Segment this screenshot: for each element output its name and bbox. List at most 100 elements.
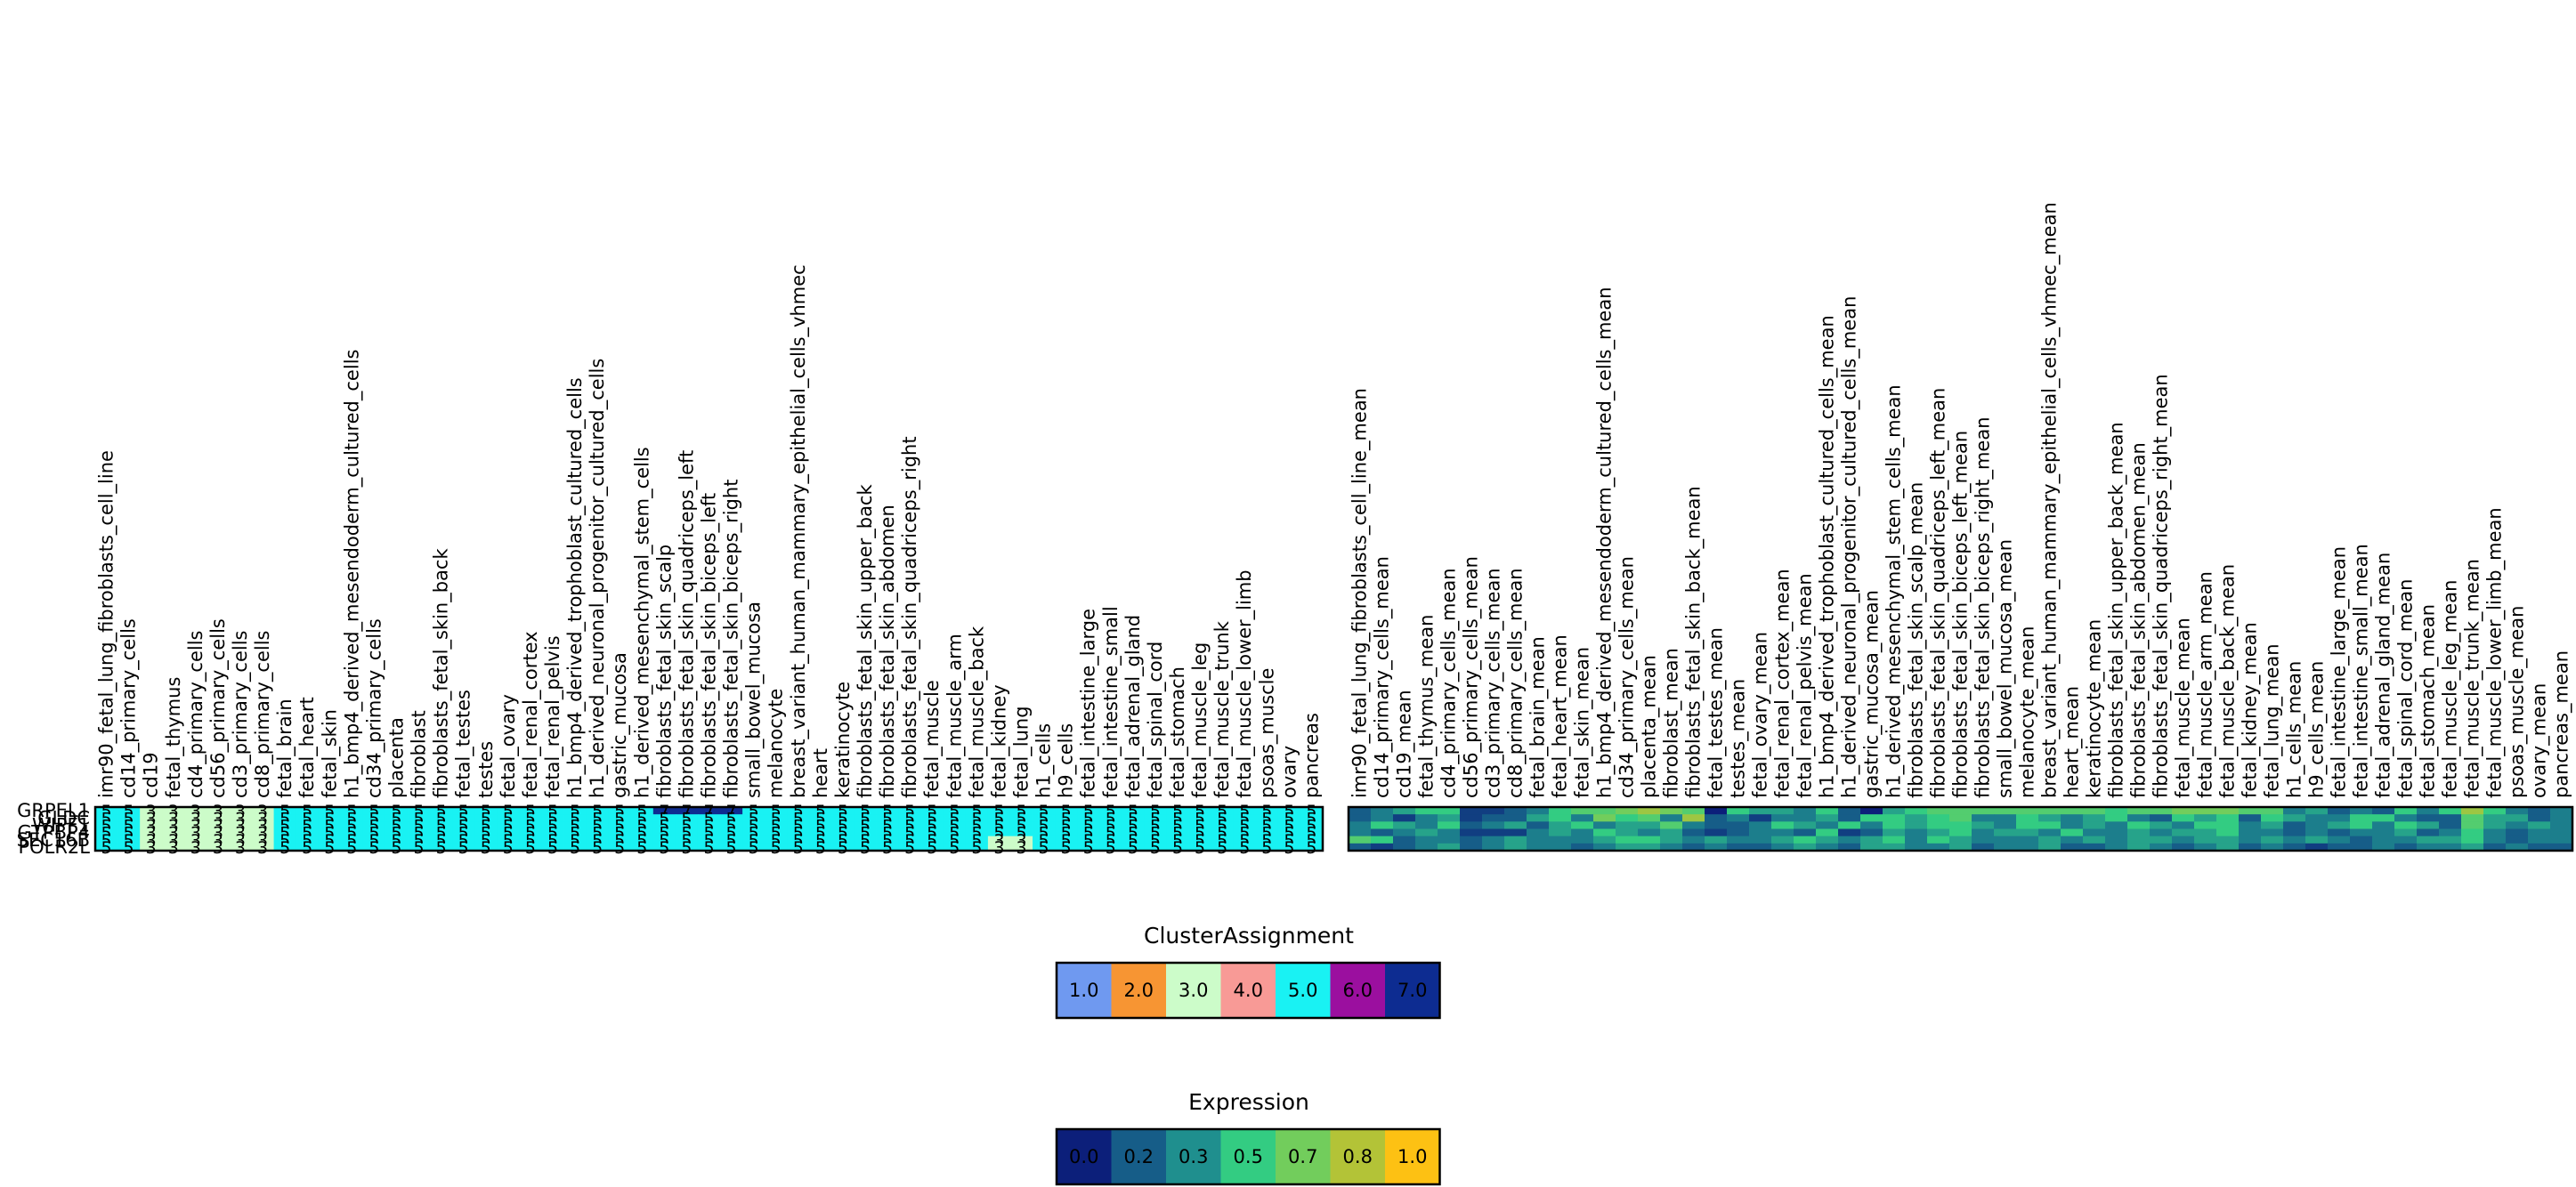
cell-value: 3 (168, 838, 179, 858)
column-label: fetal_ovary_mean (1750, 632, 1772, 798)
heatmap-cell (675, 807, 699, 815)
column-label: cd34_primary_cells_mean (1616, 556, 1639, 798)
cell-value: 5 (346, 838, 357, 858)
heatmap-cell (2328, 821, 2351, 829)
cell-value: 5 (570, 838, 580, 858)
column-label: breast_variant_human_mammary_epithelial_… (788, 264, 810, 798)
heatmap-cell (2483, 836, 2507, 844)
heatmap-cell (2305, 807, 2329, 815)
heatmap-cell (430, 843, 453, 852)
cell-value: 5 (1261, 838, 1272, 858)
cell-value: 5 (838, 838, 848, 858)
heatmap-cell (1482, 821, 1505, 829)
heatmap-cell (742, 821, 766, 829)
heatmap-cell (2239, 836, 2262, 844)
column-label: fetal_intestine_large (1078, 609, 1100, 798)
column-label: h1_bmp4_derived_mesendoderm_cultured_cel… (1594, 287, 1616, 798)
heatmap-cell (2417, 836, 2440, 844)
column-label: cd34_primary_cells (363, 618, 385, 798)
column-label: psoas_muscle_mean (2507, 606, 2529, 799)
heatmap-cell (1144, 807, 1167, 815)
column-label: small_bowel_mucosa (743, 602, 766, 798)
heatmap-cell (408, 807, 431, 815)
column-label: fibroblasts_fetal_skin_biceps_right (721, 480, 743, 798)
heatmap-cell (2439, 821, 2462, 829)
heatmap-cell (831, 814, 855, 822)
heatmap-cell (586, 836, 610, 844)
heatmap-cell (854, 828, 877, 837)
cell-value: 5 (525, 838, 536, 858)
heatmap-cell (920, 821, 944, 829)
heatmap-cell (1166, 807, 1189, 815)
heatmap-cell (452, 814, 475, 822)
heatmap-cell (697, 843, 721, 852)
column-label: fetal_adrenal_gland (1122, 615, 1145, 798)
column-label: melanocyte_mean (2017, 626, 2039, 798)
heatmap-cell (2483, 843, 2507, 852)
heatmap-cell (2239, 843, 2262, 852)
heatmap-cell (2372, 821, 2395, 829)
heatmap-cell (854, 843, 877, 852)
heatmap-cell (608, 814, 632, 822)
heatmap-cell (2328, 836, 2351, 844)
heatmap-cell (2483, 814, 2507, 822)
heatmap-cell (1504, 807, 1527, 815)
heatmap-cell (1705, 843, 1728, 852)
heatmap-cell (1838, 814, 1861, 822)
heatmap-cell (162, 807, 185, 815)
legend-label: 1.0 (1069, 980, 1098, 1001)
heatmap-cell (362, 828, 386, 837)
heatmap-cell (1527, 836, 1550, 844)
heatmap-cell (2417, 828, 2440, 837)
heatmap-cell (1994, 828, 2017, 837)
heatmap-cell (987, 807, 1011, 815)
heatmap-cell (2506, 843, 2529, 852)
heatmap-cell (1482, 828, 1505, 837)
legend-swatch (1057, 1129, 1112, 1184)
heatmap-cell (1211, 814, 1235, 822)
heatmap-cell (1571, 828, 1594, 837)
legend-swatch (1330, 1129, 1385, 1184)
heatmap-cell (1527, 828, 1550, 837)
heatmap-cell (965, 828, 989, 837)
heatmap-cell (1949, 814, 1973, 822)
heatmap-cell (809, 821, 832, 829)
heatmap-cell (1033, 843, 1056, 852)
heatmap-cell (1949, 843, 1973, 852)
heatmap-cell (1009, 843, 1033, 852)
column-label: fibroblasts_fetal_skin_back (431, 548, 453, 798)
column-label: fetal_renal_cortex (520, 631, 542, 798)
heatmap-cell (2127, 828, 2151, 837)
heatmap-cell (1794, 807, 1817, 815)
heatmap-cell (1727, 836, 1750, 844)
heatmap-cell (2105, 807, 2128, 815)
heatmap-cell (117, 807, 141, 815)
heatmap-cell (1255, 807, 1279, 815)
heatmap-cell (1794, 828, 1817, 837)
heatmap-cell (2172, 821, 2195, 829)
column-label: fibroblasts_fetal_skin_biceps_left_mean (1950, 431, 1973, 798)
heatmap-cell (162, 843, 185, 852)
legend-frame (1055, 961, 1441, 1020)
legend-label: 5.0 (1288, 980, 1317, 1001)
heatmap-cell (1949, 836, 1973, 844)
heatmap-cell (184, 828, 207, 837)
heatmap-cell (675, 843, 699, 852)
heatmap-cell (207, 814, 230, 822)
heatmap-cell (1277, 821, 1301, 829)
heatmap-cell (207, 807, 230, 815)
heatmap-cell (563, 843, 587, 852)
heatmap-cell (340, 807, 364, 815)
column-label: fetal_kidney_mean (2240, 622, 2262, 798)
heatmap-cell (430, 836, 453, 844)
heatmap-cell (2194, 836, 2217, 844)
column-label: imr90_fetal_lung_fibroblasts_cell_line_m… (1349, 388, 1372, 798)
heatmap-cell (1122, 821, 1145, 829)
heatmap-cell (1705, 828, 1728, 837)
heatmap-cell (1571, 843, 1594, 852)
heatmap-cell (1593, 828, 1616, 837)
heatmap-cell (2150, 814, 2173, 822)
heatmap-cell (1077, 821, 1100, 829)
column-label: fetal_intestine_small_mean (2351, 544, 2373, 798)
column-label: h9_cells_mean (2306, 661, 2329, 798)
